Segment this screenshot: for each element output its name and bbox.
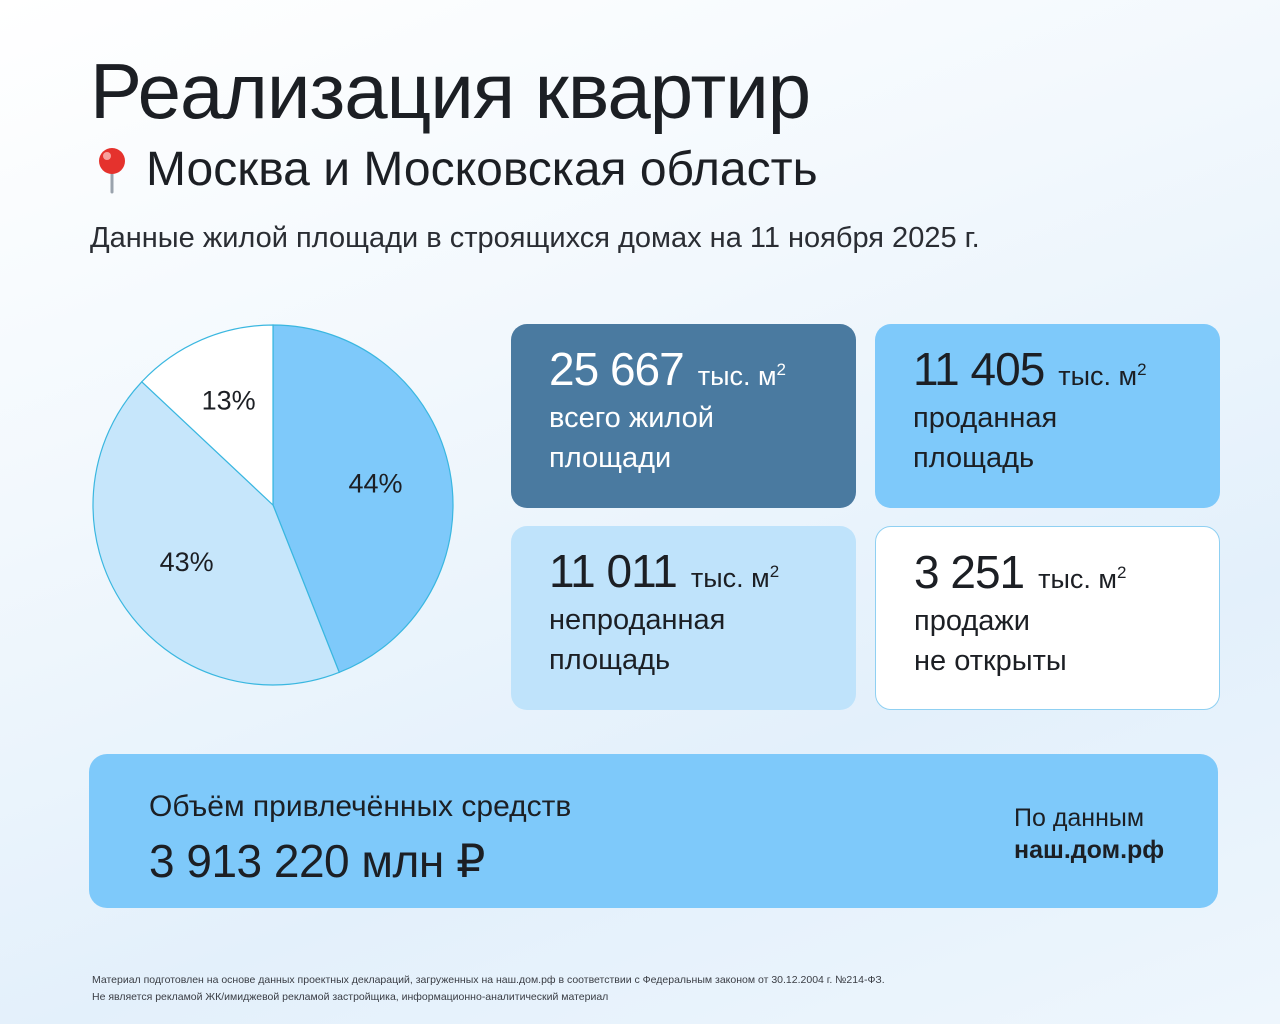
card-unsold-area: 11 011 тыс. м2 непроданная площадь [511,526,856,710]
card-sales-not-open: 3 251 тыс. м2 продажи не открыты [875,526,1220,710]
footnote-line-2: Не является рекламой ЖК/имиджевой реклам… [92,991,609,1003]
source-prefix: По данным [1014,804,1145,832]
card-value: 25 667 [549,343,685,395]
funds-panel: Объём привлечённых средств 3 913 220 млн… [89,754,1218,908]
card-value: 11 011 [549,545,678,597]
card-unit: тыс. м2 [697,360,787,391]
pie-label-1: 43% [160,547,214,577]
card-label: всего жилой площади [549,402,715,474]
card-unit: тыс. м2 [690,562,780,593]
pie-slice-0 [272,324,454,674]
card-label: непроданная площадь [549,604,726,676]
funds-label: Объём привлечённых средств [149,790,572,823]
card-sold-area: 11 405 тыс. м2 проданная площадь [875,324,1220,508]
card-total-area: 25 667 тыс. м2 всего жилой площади [511,324,856,508]
pie-slice-1 [92,380,341,686]
card-value: 3 251 [914,546,1025,598]
region-name: Москва и Московская область [146,143,818,196]
card-value: 11 405 [913,343,1045,395]
card-label: проданная площадь [913,402,1058,474]
footnote: Материал подготовлен на основе данных пр… [92,972,885,1006]
card-unit: тыс. м2 [1058,360,1147,391]
pie-chart: 44% 43% 13% [92,324,454,686]
pie-label-0: 44% [349,469,403,499]
map-pin-icon [92,146,132,194]
source-attribution: По данным наш.дом.рф [1014,802,1164,866]
page-title: Реализация квартир [90,47,811,135]
pie-slice-2 [140,324,274,507]
pie-label-2: 13% [202,386,256,416]
region-line: Москва и Московская область [92,146,818,194]
card-label: продажи не открыты [914,605,1067,677]
footnote-line-1: Материал подготовлен на основе данных пр… [92,974,885,986]
source-site: наш.дом.рф [1014,836,1165,864]
card-unit: тыс. м2 [1038,563,1127,594]
funds-value: 3 913 220 млн ₽ [149,835,485,887]
subtitle: Данные жилой площади в строящихся домах … [90,222,980,254]
